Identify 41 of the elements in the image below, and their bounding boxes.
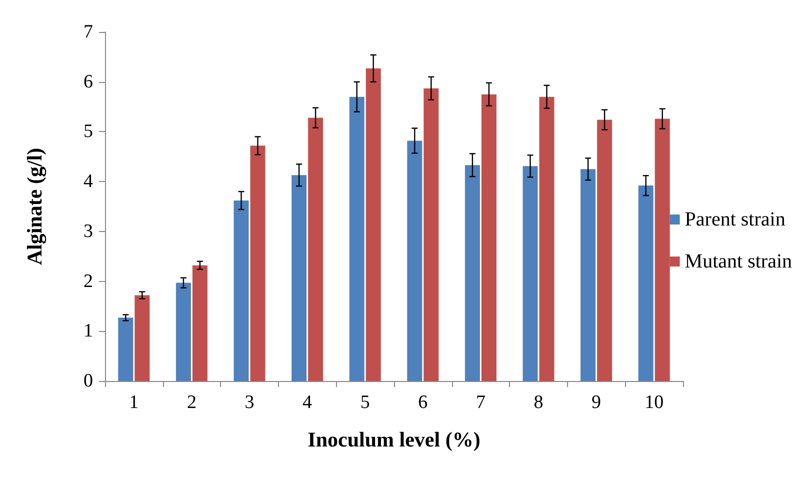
x-axis-title: Inoculum level (%) <box>308 428 480 452</box>
bar <box>192 265 208 381</box>
bar <box>464 165 480 381</box>
y-tick-label: 0 <box>84 370 93 392</box>
bar <box>407 140 422 381</box>
y-axis-title: Alginate (g/l) <box>22 148 46 266</box>
x-tick-label: 4 <box>302 392 313 413</box>
bar <box>481 94 496 381</box>
legend-label: Mutant strain <box>684 250 792 272</box>
bar <box>522 166 538 381</box>
y-tick-label: 7 <box>84 22 93 42</box>
y-tick-label: 5 <box>84 121 93 142</box>
bar <box>539 96 554 381</box>
bar <box>134 295 150 381</box>
bar <box>349 96 364 381</box>
bar <box>580 169 596 381</box>
y-tick-label: 2 <box>84 270 93 292</box>
y-tick-label: 3 <box>84 220 93 242</box>
bar <box>308 118 324 381</box>
x-tick-label: 2 <box>186 392 196 413</box>
bar <box>424 88 439 381</box>
bar <box>118 318 134 381</box>
y-tick-label: 1 <box>84 320 93 342</box>
bar <box>638 186 654 381</box>
x-tick-label: 7 <box>476 392 486 413</box>
bar <box>176 282 191 381</box>
x-tick-label: 10 <box>644 392 664 413</box>
x-tick-label: 1 <box>129 392 139 413</box>
x-tick-label: 6 <box>418 392 428 413</box>
y-tick-label: 4 <box>84 171 94 192</box>
x-tick-label: 9 <box>592 392 602 413</box>
x-tick-label: 8 <box>534 392 544 413</box>
bar <box>234 200 249 381</box>
bar <box>250 146 266 381</box>
y-tick-label: 6 <box>84 71 93 92</box>
x-tick-label: 3 <box>244 392 254 413</box>
bar <box>292 175 307 381</box>
bar <box>366 68 381 381</box>
x-tick-label: 5 <box>360 392 370 413</box>
bar <box>597 120 612 381</box>
legend-label: Parent strain <box>684 208 786 230</box>
